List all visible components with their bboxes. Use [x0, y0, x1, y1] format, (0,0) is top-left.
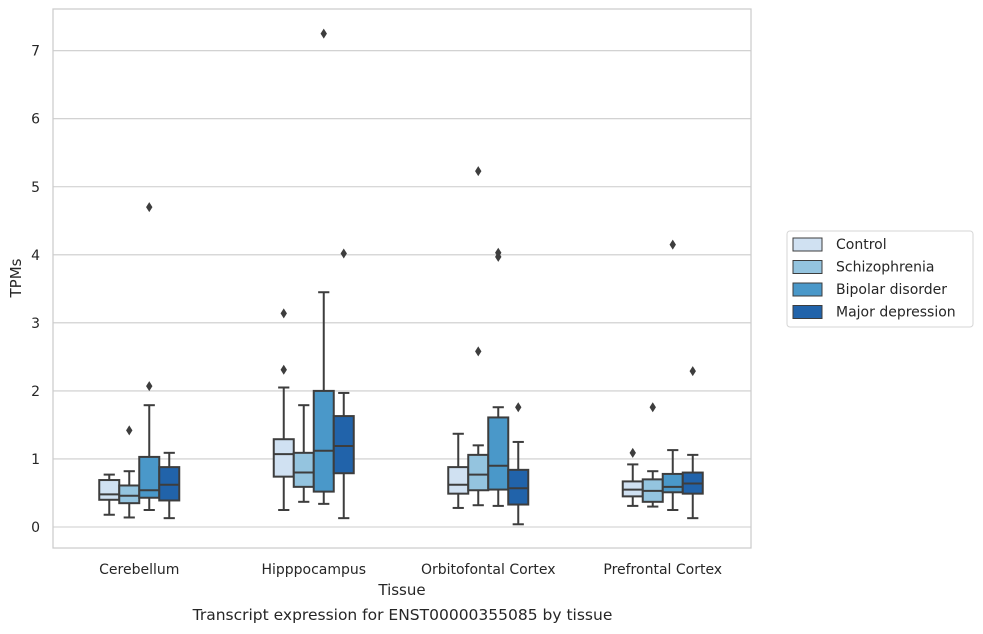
box-major-depression-prefrontal-cortex: [681, 366, 704, 520]
outlier-point: [340, 248, 347, 259]
iqr-box: [661, 472, 684, 494]
y-tick-label: 2: [31, 384, 40, 400]
y-tick-label: 5: [31, 180, 40, 196]
box-control-orbitofontal-cortex: [447, 432, 470, 509]
box-major-depression-hipppocampus: [332, 248, 355, 520]
iqr-box: [118, 484, 141, 505]
outlier-point: [146, 381, 153, 392]
outlier-point: [515, 402, 522, 413]
iqr-box: [158, 466, 181, 502]
plot-boxes: [98, 28, 704, 526]
box-bipolar-disorder-cerebellum: [138, 202, 161, 511]
y-tick-label: 3: [31, 316, 40, 332]
box-bipolar-disorder-orbitofontal-cortex: [487, 247, 510, 507]
iqr-box: [332, 415, 355, 475]
box-control-hipppocampus: [272, 308, 295, 511]
outlier-point: [689, 366, 696, 377]
y-tick-label: 7: [31, 44, 40, 60]
legend-label: Control: [836, 237, 887, 253]
x-tick-label: Cerebellum: [99, 562, 179, 578]
box-major-depression-orbitofontal-cortex: [507, 402, 530, 526]
iqr-box: [312, 389, 335, 493]
outlier-point: [495, 247, 502, 258]
plot-frame: [52, 8, 752, 549]
box-schizophrenia-cerebellum: [118, 425, 141, 519]
legend-label: Schizophrenia: [836, 260, 934, 276]
legend-label: Major depression: [836, 305, 956, 321]
x-tick-labels: Cerebellum Hipppocampus Orbitofontal Corte…: [99, 562, 722, 578]
box-bipolar-disorder-prefrontal-cortex: [661, 239, 684, 511]
box-schizophrenia-orbitofontal-cortex: [467, 166, 490, 507]
y-axis-title: TPMs: [7, 258, 25, 298]
box-control-prefrontal-cortex: [621, 447, 644, 507]
iqr-box: [447, 466, 470, 495]
iqr-box: [272, 438, 295, 478]
box-major-depression-cerebellum: [158, 451, 181, 520]
legend-label: Bipolar disorder: [836, 282, 947, 298]
legend-swatch: [792, 305, 823, 319]
outlier-point: [280, 364, 287, 375]
outlier-point: [629, 447, 636, 458]
box-control-cerebellum: [98, 473, 121, 516]
chart-caption: Transcript expression for ENST0000035508…: [192, 606, 613, 624]
iqr-box: [98, 479, 121, 501]
iqr-box: [467, 453, 490, 492]
iqr-box: [138, 455, 161, 499]
y-tick-label: 1: [31, 452, 40, 468]
outlier-point: [475, 346, 482, 357]
x-tick-label: Prefrontal Cortex: [603, 562, 722, 578]
outlier-point: [126, 425, 133, 436]
outlier-point: [649, 402, 656, 413]
outlier-point: [669, 239, 676, 250]
legend-frame: [786, 230, 974, 328]
y-tick-label: 4: [31, 248, 40, 264]
iqr-box: [292, 451, 315, 488]
legend-swatch: [792, 237, 823, 252]
box-schizophrenia-hipppocampus: [292, 404, 315, 503]
box-bipolar-disorder-hipppocampus: [312, 28, 335, 505]
x-tick-label: Hipppocampus: [261, 562, 366, 578]
gridlines: [53, 50, 751, 528]
outlier-point: [320, 28, 327, 39]
box-schizophrenia-prefrontal-cortex: [641, 402, 664, 508]
legend-swatch: [792, 282, 823, 297]
legend-swatch: [792, 260, 823, 274]
iqr-box: [507, 468, 530, 506]
outlier-point: [280, 308, 287, 319]
y-tick-labels: 0 1 2 3 4 5 6 7: [31, 44, 40, 536]
iqr-box: [487, 416, 510, 491]
outlier-point: [146, 202, 153, 213]
x-tick-label: Orbitofontal Cortex: [421, 562, 556, 578]
y-tick-label: 0: [31, 520, 40, 536]
x-axis-title: Tissue: [377, 581, 425, 599]
y-tick-label: 6: [31, 112, 40, 128]
legend: Control Schizophrenia Bipolar disorder Majo…: [786, 230, 974, 328]
outlier-point: [475, 166, 482, 177]
